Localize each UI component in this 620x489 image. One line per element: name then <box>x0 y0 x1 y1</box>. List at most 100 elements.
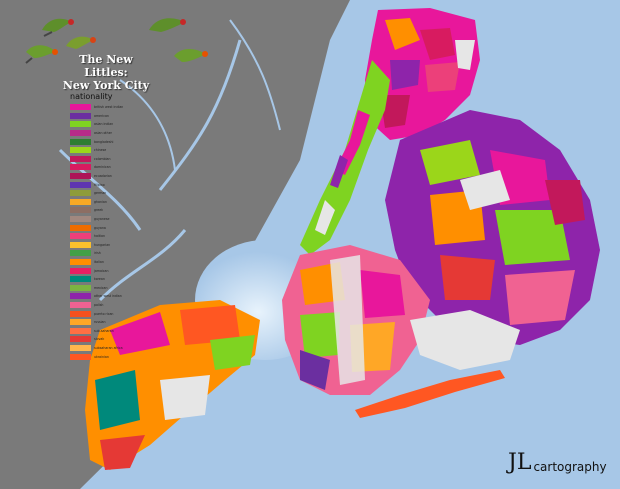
legend-label: british west indian <box>94 105 124 110</box>
legend-label: haitian <box>94 234 105 239</box>
legend-swatch <box>70 112 91 119</box>
legend-label: guyana <box>94 225 106 230</box>
legend-item: jamaican <box>70 266 142 275</box>
legend-item: asian other <box>70 129 142 138</box>
legend-swatch <box>70 319 91 326</box>
legend-swatch <box>70 327 91 334</box>
legend-label: polish <box>94 302 104 307</box>
map-title-line2: New York City <box>62 79 150 92</box>
legend-item: russian <box>70 318 142 327</box>
legend-item: bangladeshi <box>70 137 142 146</box>
parrot-icon <box>174 49 208 62</box>
legend-item: ecuadorian <box>70 172 142 181</box>
legend-swatch <box>70 233 91 240</box>
legend-swatch <box>70 164 91 171</box>
legend-swatch <box>70 155 91 162</box>
legend-label: colombian <box>94 156 111 161</box>
legend-swatch <box>70 104 91 111</box>
legend-label: american <box>94 113 109 118</box>
legend-item: guyana <box>70 223 142 232</box>
legend-item: subsaharan africa <box>70 344 142 353</box>
river-lines-2 <box>119 19 281 171</box>
legend-swatch <box>70 310 91 317</box>
legend-item: asian indian <box>70 120 142 129</box>
legend-label: ecuadorian <box>94 174 112 179</box>
legend-label: slovak <box>94 337 105 342</box>
legend-swatch <box>70 147 91 154</box>
legend-swatch <box>70 207 91 214</box>
legend-swatch <box>70 353 91 360</box>
legend-item: american <box>70 112 142 121</box>
legend-item: ghanian <box>70 198 142 207</box>
legend-label: mexican <box>94 285 108 290</box>
legend-swatch <box>70 130 91 137</box>
legend-item: ukrainian <box>70 352 142 361</box>
credit: JL cartography <box>508 450 607 475</box>
legend-swatch <box>70 336 91 343</box>
legend-swatch <box>70 138 91 145</box>
parrot-icon <box>25 45 58 64</box>
legend-swatch <box>70 284 91 291</box>
legend-label: ghanian <box>94 199 107 204</box>
legend-item: british west indian <box>70 103 142 112</box>
river-lines <box>58 39 242 302</box>
legend-swatch <box>70 181 91 188</box>
legend-label: asian indian <box>94 122 114 127</box>
legend-item: dominican <box>70 163 142 172</box>
legend-label: korean <box>94 277 105 282</box>
credit-logo: JL <box>508 450 532 475</box>
legend-item: polish <box>70 301 142 310</box>
legend-swatch <box>70 190 91 197</box>
legend-item: guyanese <box>70 215 142 224</box>
legend-label: italian <box>94 259 104 264</box>
parrot-icon <box>66 36 96 49</box>
legend-item: filipino <box>70 180 142 189</box>
legend-item: puerto rican <box>70 309 142 318</box>
legend-label: guyanese <box>94 217 110 222</box>
legend-label: other west indian <box>94 294 122 299</box>
legend: nationality british west indian american a… <box>70 92 142 361</box>
legend-label: subsaharan africa <box>94 345 123 350</box>
legend-item: greek <box>70 206 142 215</box>
map-title-line1: The New Littles: <box>79 53 133 79</box>
legend-item: korean <box>70 275 142 284</box>
legend-item: mexican <box>70 283 142 292</box>
legend-label: greek <box>94 208 104 213</box>
legend-swatch <box>70 258 91 265</box>
legend-item: haitian <box>70 232 142 241</box>
legend-label: dominican <box>94 165 111 170</box>
legend-title: nationality <box>70 92 113 101</box>
legend-item: german <box>70 189 142 198</box>
legend-item: irish <box>70 249 142 258</box>
legend-swatch <box>70 276 91 283</box>
legend-swatch <box>70 301 91 308</box>
parrot-icon <box>42 18 74 37</box>
legend-label: asian other <box>94 131 112 136</box>
legend-label: jamaican <box>94 268 109 273</box>
rockaway <box>355 370 505 418</box>
map-title: The New Littles: New York City <box>58 53 154 92</box>
legend-item: italian <box>70 258 142 267</box>
legend-swatch <box>70 344 91 351</box>
legend-swatch <box>70 198 91 205</box>
legend-label: ukrainian <box>94 354 109 359</box>
legend-label: bangladeshi <box>94 139 114 144</box>
legend-rows: british west indian american asian indian a… <box>70 103 142 361</box>
legend-item: colombian <box>70 155 142 164</box>
legend-swatch <box>70 121 91 128</box>
legend-label: russian <box>94 320 106 325</box>
legend-swatch <box>70 173 91 180</box>
legend-label: filipino <box>94 182 105 187</box>
credit-text: cartography <box>533 460 607 474</box>
legend-item: sub-saharan <box>70 326 142 335</box>
legend-item: other west indian <box>70 292 142 301</box>
jamaica-bay <box>410 310 520 370</box>
legend-swatch <box>70 267 91 274</box>
legend-swatch <box>70 250 91 257</box>
legend-label: hungarian <box>94 242 111 247</box>
legend-swatch <box>70 241 91 248</box>
legend-label: sub-saharan <box>94 328 114 333</box>
legend-label: german <box>94 191 107 196</box>
